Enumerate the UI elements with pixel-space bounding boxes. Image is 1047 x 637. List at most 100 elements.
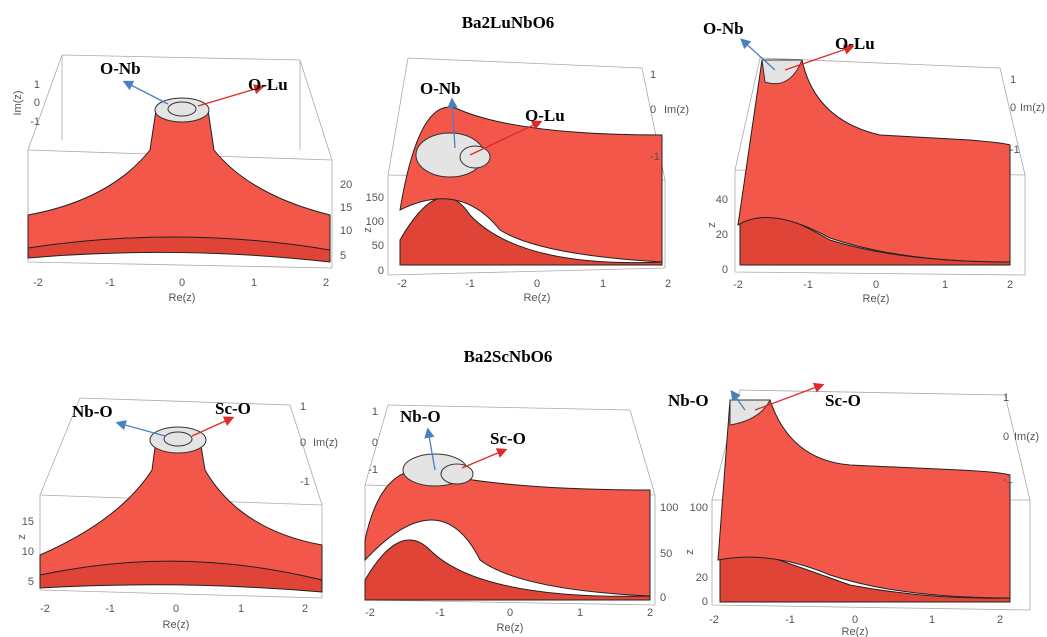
- z-tick-label: 20: [716, 229, 728, 241]
- x-tick-label: -2: [40, 603, 50, 615]
- x-tick-label: 2: [665, 278, 671, 290]
- x-tick-label: -1: [105, 603, 115, 615]
- bond-label: Sc-O: [215, 399, 251, 418]
- z-axis-label: z: [16, 534, 28, 540]
- x-axis-label: Re(z): [163, 619, 190, 631]
- x-tick-label: -2: [709, 614, 719, 626]
- z-tick-label: 10: [340, 225, 352, 237]
- z-tick-label: 0: [722, 264, 728, 276]
- im-tick-label: 1: [650, 69, 656, 81]
- im-tick-label: 1: [34, 79, 40, 91]
- x-tick-label: -2: [733, 279, 743, 291]
- z-tick-label: 0: [702, 596, 708, 608]
- im-tick-label: -1: [1003, 474, 1013, 486]
- x-tick-label: 2: [1007, 279, 1013, 291]
- bond-label: O-Nb: [703, 19, 744, 38]
- im-tick-label: 1: [300, 401, 306, 413]
- z-tick-label: 15: [340, 202, 352, 214]
- bond-label: O-Lu: [835, 34, 875, 53]
- x-axis-label: Re(z): [842, 626, 869, 637]
- surface-plot: [712, 385, 1030, 610]
- bond-label: O-Lu: [248, 75, 288, 94]
- x-tick-label: -1: [465, 278, 475, 290]
- x-tick-label: 1: [577, 607, 583, 619]
- x-tick-label: 1: [929, 614, 935, 626]
- z-tick-label: 20: [696, 572, 708, 584]
- x-tick-label: 0: [873, 279, 879, 291]
- z-tick-label: 5: [28, 576, 34, 588]
- title: Ba2LuNbO6: [462, 13, 555, 32]
- im-axis-label: Im(z): [12, 90, 24, 115]
- z-tick-label: 5: [340, 250, 346, 262]
- z-tick-label: 20: [340, 179, 352, 191]
- z-tick-label: 150: [366, 192, 384, 204]
- bond-label: O-Nb: [100, 59, 141, 78]
- x-tick-label: 0: [507, 607, 513, 619]
- z-tick-label: 50: [660, 548, 672, 560]
- z-axis-label: z: [684, 549, 696, 555]
- x-tick-label: -1: [105, 277, 115, 289]
- im-tick-label: 1: [372, 406, 378, 418]
- x-tick-label: 1: [251, 277, 257, 289]
- x-axis-label: Re(z): [863, 293, 890, 305]
- im-tick-label: 1: [1010, 74, 1016, 86]
- z-tick-label: 10: [22, 546, 34, 558]
- z-tick-label: 15: [22, 516, 34, 528]
- z-tick-label: 100: [690, 502, 708, 514]
- bond-label: O-Nb: [420, 79, 461, 98]
- z-tick-label: 40: [716, 194, 728, 206]
- x-tick-label: 2: [997, 614, 1003, 626]
- x-tick-label: 0: [173, 603, 179, 615]
- title: Ba2ScNbO6: [464, 347, 553, 366]
- bond-label: Sc-O: [490, 429, 526, 448]
- x-tick-label: 0: [852, 614, 858, 626]
- im-tick-label: 0: [1010, 102, 1016, 114]
- x-tick-label: -2: [365, 607, 375, 619]
- x-axis-label: Re(z): [169, 292, 196, 304]
- bond-label: Nb-O: [668, 391, 709, 410]
- x-axis-label: Re(z): [524, 292, 551, 304]
- z-tick-label: 100: [366, 216, 384, 228]
- z-axis-label: z: [706, 222, 718, 228]
- im-tick-label: 0: [300, 437, 306, 449]
- x-tick-label: 1: [600, 278, 606, 290]
- im-tick-label: 0: [372, 437, 378, 449]
- z-axis-label: z: [362, 227, 374, 233]
- x-tick-label: 2: [323, 277, 329, 289]
- x-tick-label: -2: [33, 277, 43, 289]
- x-tick-label: -1: [435, 607, 445, 619]
- z-tick-label: 50: [372, 240, 384, 252]
- figure: Ba2LuNbO6Ba2ScNbO6-2-1012Re(z)510152010-…: [0, 0, 1047, 637]
- im-tick-label: -1: [368, 464, 378, 476]
- surface-plot: [40, 398, 322, 598]
- surface-plot: [735, 40, 1025, 275]
- im-tick-label: 0: [1003, 431, 1009, 443]
- im-tick-label: -1: [300, 476, 310, 488]
- bond-label: Sc-O: [825, 391, 861, 410]
- x-axis-label: Re(z): [497, 622, 524, 634]
- z-tick-label: 0: [378, 265, 384, 277]
- x-tick-label: 1: [238, 603, 244, 615]
- im-tick-label: -1: [1010, 144, 1020, 156]
- x-tick-label: 0: [179, 277, 185, 289]
- im-axis-label: Im(z): [1020, 102, 1045, 114]
- x-tick-label: 1: [942, 279, 948, 291]
- z-tick-label: 100: [660, 502, 678, 514]
- im-tick-label: -1: [30, 116, 40, 128]
- z-tick-label: 0: [660, 592, 666, 604]
- bond-label: Nb-O: [72, 402, 113, 421]
- bond-label: O-Lu: [525, 106, 565, 125]
- x-tick-label: 2: [302, 603, 308, 615]
- im-tick-label: 1: [1003, 392, 1009, 404]
- x-tick-label: -1: [785, 614, 795, 626]
- im-axis-label: Im(z): [1014, 431, 1039, 443]
- bond-label: Nb-O: [400, 407, 441, 426]
- x-tick-label: 0: [534, 278, 540, 290]
- im-axis-label: Im(z): [313, 437, 338, 449]
- im-axis-label: Im(z): [664, 104, 689, 116]
- x-tick-label: -1: [803, 279, 813, 291]
- im-tick-label: 0: [34, 97, 40, 109]
- x-tick-label: -2: [397, 278, 407, 290]
- im-tick-label: -1: [650, 151, 660, 163]
- im-tick-label: 0: [650, 104, 656, 116]
